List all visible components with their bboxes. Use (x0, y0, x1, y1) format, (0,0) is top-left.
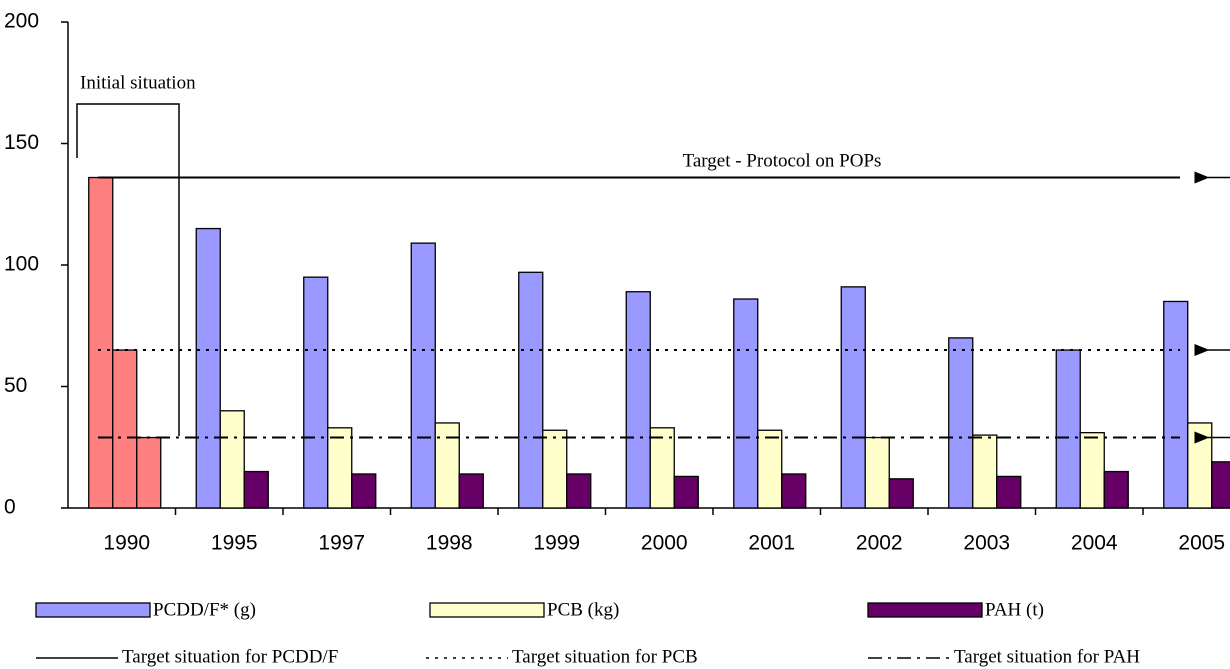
x-tick-label: 2001 (748, 532, 795, 555)
x-tick-label: 1990 (103, 532, 150, 555)
legend-label: PCDD/F* (g) (153, 599, 256, 620)
y-tick-label: 100 (4, 253, 39, 276)
bar (136, 436, 162, 509)
bar (327, 427, 353, 509)
annotation: Target - Protocol on POPs (683, 150, 882, 171)
bar (864, 436, 890, 509)
legend-swatch (867, 602, 983, 618)
y-tick-label: 0 (4, 496, 16, 519)
x-tick-label: 2000 (641, 532, 688, 555)
bar (625, 291, 651, 509)
bar (996, 475, 1022, 509)
bar (948, 337, 974, 509)
bar (1211, 461, 1230, 509)
legend-label: Target situation for PCB (512, 646, 698, 667)
x-tick-label: 2004 (1071, 532, 1118, 555)
legend-label: PCB (kg) (547, 599, 619, 620)
bar (733, 298, 759, 509)
bar (888, 478, 914, 509)
bar (410, 242, 436, 509)
bar (434, 422, 460, 509)
bar (542, 429, 568, 509)
legend-label: PAH (t) (985, 599, 1044, 620)
legend-swatch (35, 602, 151, 618)
bar (1055, 349, 1081, 509)
x-tick-label: 1998 (426, 532, 473, 555)
bar (1103, 470, 1129, 509)
legend-label: Target situation for PAH (954, 646, 1140, 667)
bar (243, 470, 269, 509)
bar (673, 475, 699, 509)
bar (1187, 422, 1213, 509)
bar (972, 434, 998, 509)
bar (1163, 300, 1189, 509)
bar (649, 427, 675, 509)
bar (840, 286, 866, 509)
bar (88, 176, 114, 509)
x-tick-label: 2002 (856, 532, 903, 555)
bar (303, 276, 329, 509)
x-tick-label: 2003 (963, 532, 1010, 555)
y-tick-label: 150 (4, 131, 39, 154)
bar (458, 473, 484, 509)
bar (781, 473, 807, 509)
y-tick-label: 200 (4, 10, 39, 33)
legend-label: Target situation for PCDD/F (122, 646, 338, 667)
initial-bracket (76, 103, 180, 436)
x-tick-label: 1995 (211, 532, 258, 555)
bar (1079, 432, 1105, 509)
bar (566, 473, 592, 509)
annotation: Initial situation (80, 72, 196, 93)
legend-swatch (429, 602, 545, 618)
bar (195, 227, 221, 509)
x-tick-label: 1997 (318, 532, 365, 555)
bar (351, 473, 377, 509)
x-tick-label: 1999 (533, 532, 580, 555)
bar (112, 349, 138, 509)
bar (219, 410, 245, 509)
bar (757, 429, 783, 509)
bar (518, 271, 544, 509)
y-tick-label: 50 (4, 374, 27, 397)
x-tick-label: 2005 (1178, 532, 1225, 555)
